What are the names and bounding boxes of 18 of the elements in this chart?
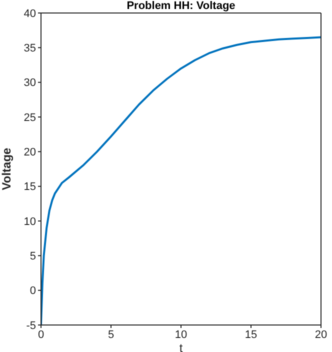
x-tick-label: 15 [244,328,258,341]
y-axis-title: Voltage [0,147,14,190]
x-tick-label: 0 [38,328,44,341]
y-tick-label: 25 [24,112,36,124]
y-tick-label: 40 [24,8,36,20]
y-tick-label: 15 [24,181,36,194]
y-tick-label: 35 [24,42,36,55]
x-tick-label: 10 [174,328,188,341]
chart-title: Problem HH: Voltage [126,0,236,12]
y-tick-label: 20 [24,146,36,159]
y-tick-label: 5 [30,250,36,263]
x-axis-title: t [179,341,184,352]
x-tick-label: 5 [108,328,114,341]
y-tick-label: 30 [24,77,36,90]
y-tick-label: -5 [26,320,36,332]
x-tick-label: 20 [314,328,328,341]
y-tick-label: 0 [30,285,36,298]
y-tick-label: 10 [24,216,36,228]
